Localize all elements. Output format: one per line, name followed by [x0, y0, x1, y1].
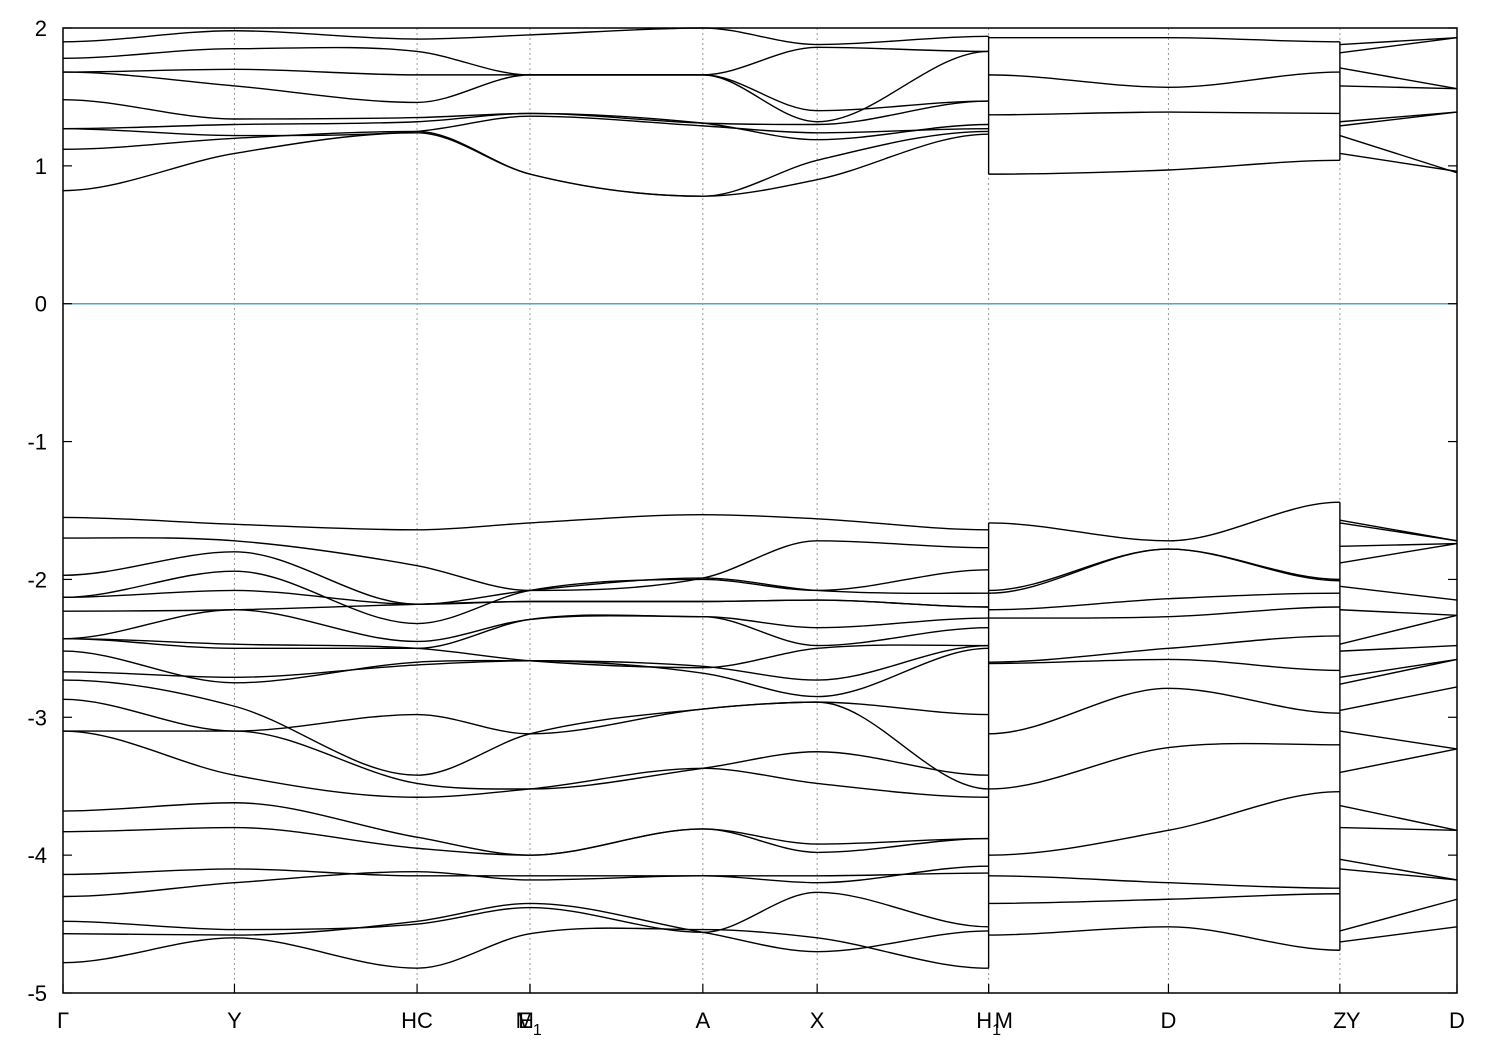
band-line — [62, 132, 989, 197]
y-tick-label: -5 — [27, 981, 47, 1006]
band-line — [988, 791, 1340, 856]
x-kpoint-label: Z — [1333, 1008, 1346, 1033]
band-line — [1339, 686, 1458, 712]
band-line — [988, 687, 1340, 735]
x-kpoint-label: HC — [401, 1008, 433, 1033]
band-line — [988, 36, 1340, 43]
band-line — [62, 891, 989, 934]
band-line — [62, 730, 989, 798]
y-tick-label: -1 — [27, 430, 47, 455]
band-line — [62, 513, 989, 531]
band-line — [62, 115, 989, 137]
band-line — [1339, 111, 1458, 123]
y-tick-label: 2 — [35, 16, 47, 41]
band-line — [62, 865, 989, 898]
band-line — [988, 501, 1340, 542]
bands-layer — [62, 27, 1458, 969]
band-line — [1339, 804, 1458, 832]
band-line — [62, 826, 989, 856]
band-line — [62, 50, 989, 123]
y-tick-label: 1 — [35, 154, 47, 179]
band-line — [62, 609, 989, 643]
band-line — [62, 27, 989, 46]
x-kpoint-label: D — [1449, 1008, 1465, 1033]
band-line — [1339, 748, 1458, 774]
band-line — [62, 679, 989, 790]
band-line — [1339, 519, 1458, 542]
band-line — [1339, 858, 1458, 881]
band-line — [62, 537, 989, 592]
band-line — [62, 98, 989, 126]
band-line — [988, 111, 1340, 116]
band-line — [988, 606, 1340, 619]
band-line — [1339, 542, 1458, 564]
band-line — [62, 802, 989, 856]
band-line — [62, 902, 989, 953]
y-tick-label: -2 — [27, 567, 47, 592]
band-line — [62, 927, 989, 969]
x-kpoint-label: D — [1160, 1008, 1176, 1033]
band-line — [1339, 658, 1458, 678]
band-line — [1339, 826, 1458, 832]
band-line — [62, 71, 989, 112]
band-line — [988, 592, 1340, 611]
y-tick-label: 0 — [35, 292, 47, 317]
band-line — [988, 548, 1340, 592]
plot-frame-layer — [62, 27, 1458, 994]
band-line — [988, 658, 1340, 672]
band-line — [62, 730, 989, 790]
band-line — [1339, 658, 1458, 685]
x-kpoint-label: Y — [1346, 1008, 1361, 1033]
band-line — [62, 647, 989, 698]
band-line — [988, 548, 1340, 594]
band-line — [988, 71, 1340, 88]
band-line — [1339, 152, 1458, 173]
band-line — [988, 742, 1340, 790]
band-line — [988, 875, 1340, 889]
band-line — [62, 638, 989, 669]
band-line — [1339, 614, 1458, 645]
band-line — [62, 130, 989, 197]
x-axis-layer: Γ Y HC E1M A X H1M D Z Y D — [57, 984, 1465, 1039]
band-line — [62, 698, 989, 735]
band-line — [988, 926, 1340, 951]
x-kpoint-label: M — [516, 1008, 534, 1033]
band-line — [1339, 36, 1458, 46]
grid-layer — [233, 28, 1341, 993]
band-line — [62, 589, 989, 608]
band-line — [1339, 542, 1458, 548]
y-tick-label: -3 — [27, 705, 47, 730]
x-kpoint-label: X — [810, 1008, 825, 1033]
band-line — [1339, 644, 1458, 652]
band-line — [1339, 134, 1458, 174]
y-tick-label: -4 — [27, 843, 47, 868]
band-line — [62, 551, 989, 605]
band-line — [62, 46, 989, 76]
band-line — [988, 635, 1340, 663]
band-line — [1339, 898, 1458, 932]
x-kpoint-label: M — [995, 1008, 1013, 1033]
band-line — [1339, 36, 1458, 54]
plot-frame — [62, 27, 1458, 994]
y-axis-layer: 2 1 0 -1 -2 -3 -4 -5 — [27, 16, 1457, 1006]
band-line — [1339, 609, 1458, 616]
band-line — [1339, 85, 1458, 90]
band-line — [1339, 730, 1458, 750]
band-line — [1339, 926, 1458, 943]
band-line — [1339, 585, 1458, 601]
x-kpoint-label: H1 — [976, 1008, 1001, 1039]
x-kpoint-label: A — [696, 1008, 711, 1033]
x-kpoint-label: Y — [227, 1008, 242, 1033]
band-line — [62, 569, 989, 625]
band-line — [988, 893, 1340, 905]
band-line — [1339, 868, 1458, 881]
band-line — [62, 868, 989, 877]
x-kpoint-label: Γ — [57, 1008, 69, 1033]
band-line — [988, 159, 1340, 175]
x-kpoint-label: E1 — [518, 1008, 542, 1039]
band-line — [1339, 67, 1458, 90]
